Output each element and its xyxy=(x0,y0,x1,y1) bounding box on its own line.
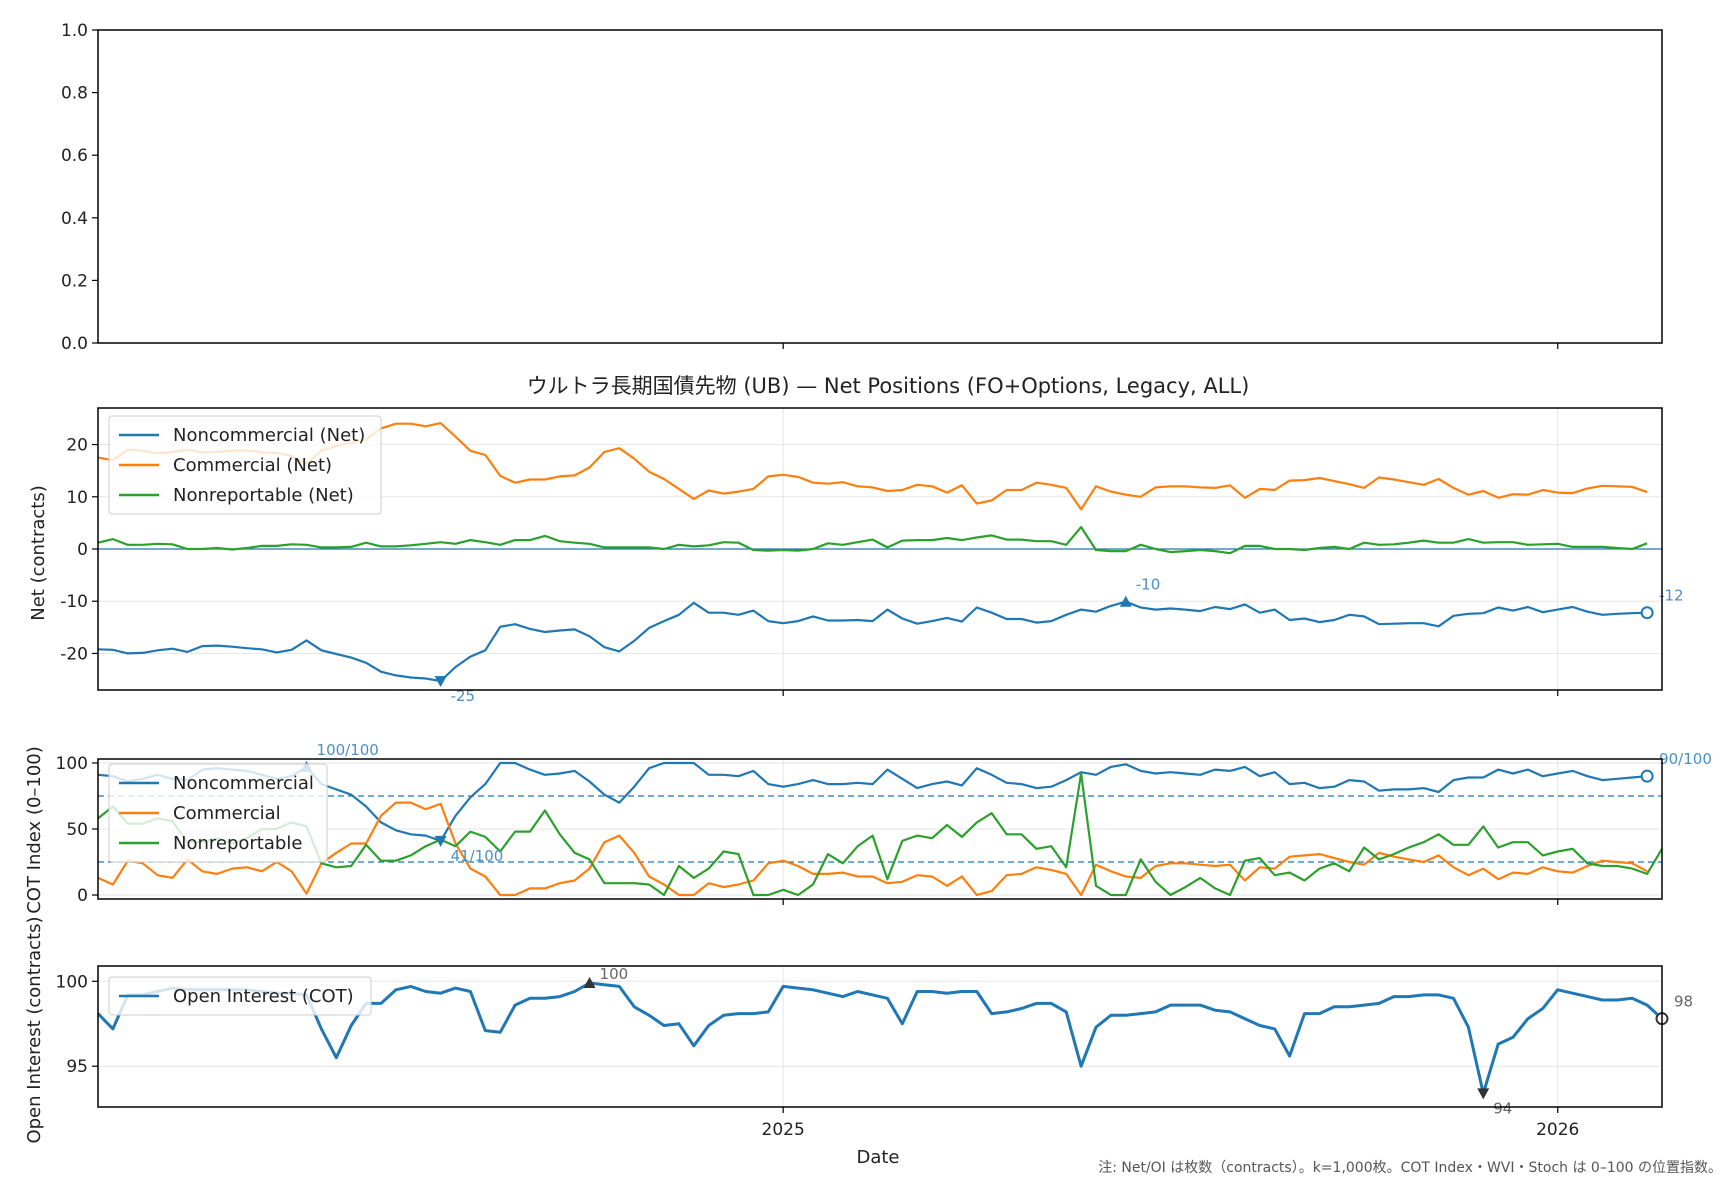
annotation-marker-down xyxy=(434,676,447,688)
annotation-label: 100/100 xyxy=(317,741,379,759)
y-tick-label: 0.2 xyxy=(61,271,88,291)
y-tick-label: -10 xyxy=(60,592,88,612)
panel-oi-frame xyxy=(97,965,1663,1108)
annotation-label: -25 xyxy=(451,687,476,705)
legend-label-noncommercial-net: Noncommercial (Net) xyxy=(173,425,365,446)
series-line-nonreportable-net xyxy=(97,525,1648,555)
y-tick-label: 50 xyxy=(66,820,88,840)
legend-label-nonreportable: Nonreportable xyxy=(173,833,302,854)
y-tick-label: 0.6 xyxy=(61,146,88,166)
annotation-label: 90/100 xyxy=(1659,750,1712,768)
y-tick-label: 20 xyxy=(66,436,88,456)
series-line-noncommercial xyxy=(97,761,1648,843)
footnote: 注: Net/OI は枚数（contracts）。k=1,000枚。COT In… xyxy=(1098,1160,1722,1176)
net-legend-box xyxy=(108,415,382,515)
y-tick-label: 100 xyxy=(56,754,88,774)
annotation-label: 100 xyxy=(600,965,629,983)
cot-legend-box xyxy=(108,763,328,863)
net-positions-title: ウルトラ長期国債先物 (UB) — Net Positions (FO+Opti… xyxy=(527,374,1250,398)
net-legend[interactable]: Noncommercial (Net) Commercial (Net) Non… xyxy=(108,415,382,515)
net-ylabel: Net (contracts) xyxy=(28,485,49,621)
legend-label-noncommercial: Noncommercial xyxy=(173,773,314,794)
x-axis-label: Date xyxy=(856,1147,899,1168)
annotation-marker-down xyxy=(1477,1088,1490,1100)
oi-legend-box xyxy=(108,976,372,1016)
y-tick-label: -20 xyxy=(60,644,88,664)
series-line-nonreportable xyxy=(97,772,1663,897)
x-tick-label-2025: 2025 xyxy=(762,1120,805,1140)
annotation-label: 41/100 xyxy=(451,847,504,865)
panel-cot-index: 100/100 41/100 90/100 0 50 100 xyxy=(56,741,1712,906)
cot-ylabel: COT Index (0–100) xyxy=(24,746,45,914)
y-tick-label: 100 xyxy=(56,972,88,992)
annotation-label: -12 xyxy=(1659,587,1684,605)
panel-empty-frame xyxy=(97,29,1663,344)
annotation-marker-down xyxy=(434,835,447,847)
y-tick-label: 95 xyxy=(66,1057,88,1077)
y-tick-label: 1.0 xyxy=(61,21,88,41)
legend-label-nonreportable-net: Nonreportable (Net) xyxy=(173,485,354,506)
oi-ylabel: Open Interest (contracts) xyxy=(24,916,45,1143)
annotation-label: 94 xyxy=(1493,1099,1512,1117)
legend-label-commercial-net: Commercial (Net) xyxy=(173,455,332,476)
panel-empty-top: 0.0 0.2 0.4 0.6 0.8 1.0 xyxy=(61,21,1663,354)
x-tick-label-2026: 2026 xyxy=(1536,1120,1579,1140)
y-tick-label: 0 xyxy=(77,886,88,906)
annotation-marker-up xyxy=(583,976,596,988)
y-tick-label: 0.4 xyxy=(61,209,88,229)
annotation-label: -10 xyxy=(1136,576,1161,594)
y-tick-label: 0.0 xyxy=(61,334,88,354)
annotation-marker-circle xyxy=(1640,769,1654,783)
legend-label-open-interest: Open Interest (COT) xyxy=(173,986,354,1007)
legend-label-commercial: Commercial xyxy=(173,803,281,824)
annotation-label: 98 xyxy=(1674,993,1693,1011)
annotation-marker-up xyxy=(1119,595,1132,607)
annotation-marker-circle xyxy=(1640,606,1654,620)
panel-net-positions: -25 -10 -12 -20 -10 0 10 20 xyxy=(60,407,1684,705)
oi-legend[interactable]: Open Interest (COT) xyxy=(108,976,372,1016)
cot-legend[interactable]: Noncommercial Commercial Nonreportable xyxy=(108,763,328,863)
y-tick-label: 10 xyxy=(66,488,88,508)
y-tick-label: 0.8 xyxy=(61,84,88,104)
series-line-noncommercial-net xyxy=(97,600,1648,683)
y-tick-label: 0 xyxy=(77,540,88,560)
